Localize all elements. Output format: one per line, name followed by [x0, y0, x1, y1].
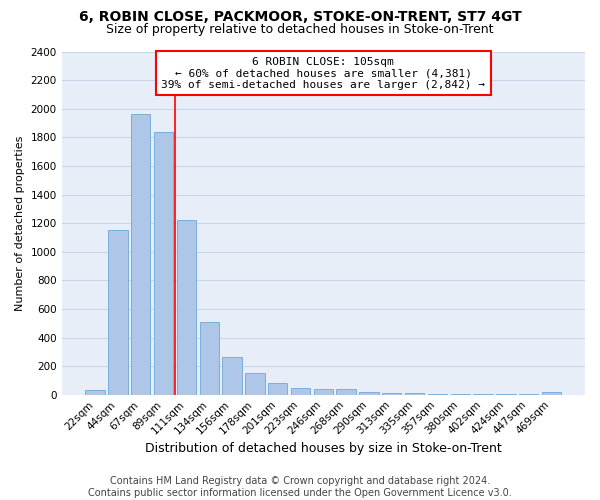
Bar [268, 382, 287, 394]
Bar [200, 322, 219, 394]
Text: 6, ROBIN CLOSE, PACKMOOR, STOKE-ON-TRENT, ST7 4GT: 6, ROBIN CLOSE, PACKMOOR, STOKE-ON-TRENT… [79, 10, 521, 24]
Text: Contains HM Land Registry data © Crown copyright and database right 2024.
Contai: Contains HM Land Registry data © Crown c… [88, 476, 512, 498]
Bar [223, 357, 242, 395]
Bar [382, 392, 401, 394]
Text: 6 ROBIN CLOSE: 105sqm
← 60% of detached houses are smaller (4,381)
39% of semi-d: 6 ROBIN CLOSE: 105sqm ← 60% of detached … [161, 56, 485, 90]
Y-axis label: Number of detached properties: Number of detached properties [15, 136, 25, 311]
Bar [314, 389, 333, 394]
Bar [85, 390, 105, 394]
Bar [177, 220, 196, 394]
Bar [359, 392, 379, 394]
Bar [542, 392, 561, 394]
Bar [131, 114, 151, 394]
Bar [154, 132, 173, 394]
Text: Size of property relative to detached houses in Stoke-on-Trent: Size of property relative to detached ho… [106, 22, 494, 36]
Bar [337, 389, 356, 394]
Bar [108, 230, 128, 394]
X-axis label: Distribution of detached houses by size in Stoke-on-Trent: Distribution of detached houses by size … [145, 442, 502, 455]
Bar [291, 388, 310, 394]
Bar [245, 374, 265, 394]
